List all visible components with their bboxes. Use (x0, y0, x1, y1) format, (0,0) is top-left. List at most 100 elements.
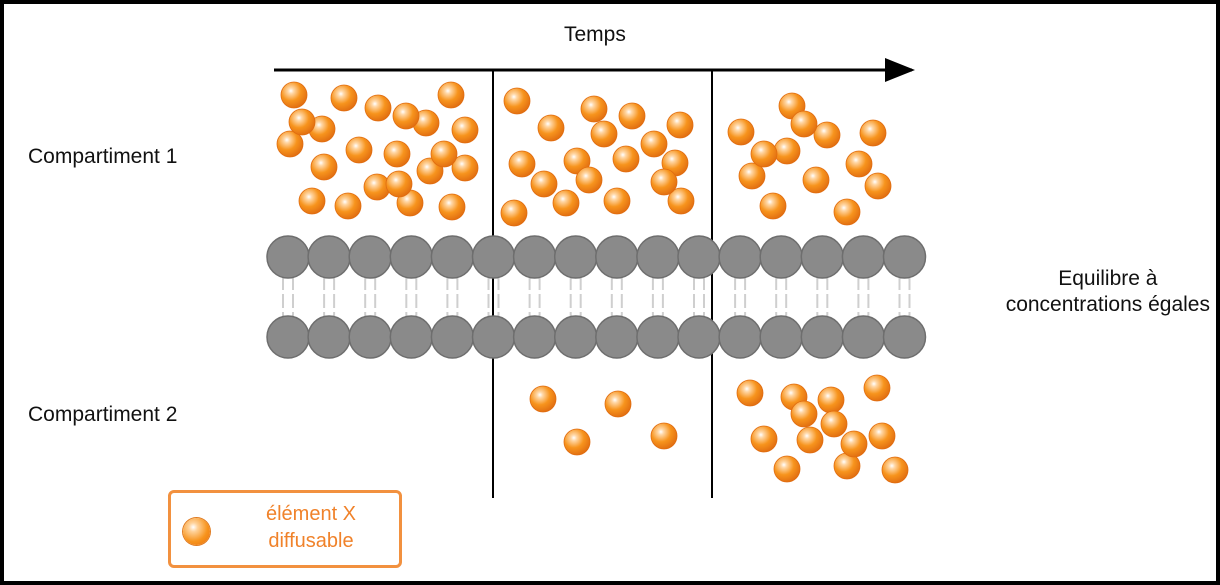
membrane-bilayer (267, 236, 926, 358)
time-label: Temps (564, 22, 626, 48)
lipid-head-upper (801, 236, 843, 278)
particle-lower (605, 391, 631, 417)
lipid-head-lower (514, 316, 556, 358)
particle-upper (814, 122, 840, 148)
lipid-head-lower (637, 316, 679, 358)
particle-upper (386, 171, 412, 197)
particle-upper (641, 131, 667, 157)
lipid-head-upper (431, 236, 473, 278)
equilibrium-line-2: concentrations égales (1006, 292, 1210, 318)
particle-lower (651, 423, 677, 449)
particle-upper (331, 85, 357, 111)
lipid-head-lower (308, 316, 350, 358)
particle-upper (501, 200, 527, 226)
lipid-head-upper (719, 236, 761, 278)
legend-box: élément X diffusable (168, 490, 402, 568)
particle-upper (860, 120, 886, 146)
particle-upper (760, 193, 786, 219)
lipid-head-lower (760, 316, 802, 358)
lipid-head-upper (760, 236, 802, 278)
particle-upper (431, 141, 457, 167)
compartment-1-label: Compartiment 1 (28, 144, 177, 170)
particle-upper (576, 167, 602, 193)
orange-sphere-icon (183, 518, 210, 545)
particle-upper (791, 111, 817, 137)
particle-upper (346, 137, 372, 163)
particle-lower (818, 387, 844, 413)
lipid-head-lower (473, 316, 515, 358)
particle-upper (803, 167, 829, 193)
diffusible-particles (277, 82, 908, 483)
lipid-head-upper (267, 236, 309, 278)
lipid-head-lower (555, 316, 597, 358)
particle-lower (751, 426, 777, 452)
particle-upper (774, 138, 800, 164)
particle-upper (865, 173, 891, 199)
particle-upper (619, 103, 645, 129)
lipid-head-upper (308, 236, 350, 278)
particle-lower (864, 375, 890, 401)
particle-upper (846, 151, 872, 177)
lipid-head-lower (267, 316, 309, 358)
particle-upper (667, 112, 693, 138)
particle-lower (797, 427, 823, 453)
particle-upper (289, 109, 315, 135)
lipid-head-upper (514, 236, 556, 278)
lipid-head-lower (596, 316, 638, 358)
legend-line-1: élément X (241, 501, 381, 528)
compartment-2-label: Compartiment 2 (28, 402, 177, 428)
lipid-head-lower (719, 316, 761, 358)
particle-upper (751, 141, 777, 167)
lipid-head-lower (431, 316, 473, 358)
lipid-head-lower (349, 316, 391, 358)
lipid-head-lower (884, 316, 926, 358)
lipid-head-upper (842, 236, 884, 278)
particle-upper (393, 103, 419, 129)
particle-lower (821, 411, 847, 437)
equilibrium-label: Equilibre à concentrations égales (1006, 266, 1210, 319)
lipid-head-upper (473, 236, 515, 278)
particle-upper (509, 151, 535, 177)
particle-upper (613, 146, 639, 172)
particle-upper (651, 169, 677, 195)
legend-line-2: diffusable (241, 528, 381, 555)
lipid-head-upper (884, 236, 926, 278)
particle-lower (841, 431, 867, 457)
particle-upper (728, 119, 754, 145)
particle-upper (365, 95, 391, 121)
particle-upper (538, 115, 564, 141)
particle-upper (311, 154, 337, 180)
particle-upper (553, 190, 579, 216)
particle-upper (384, 141, 410, 167)
lipid-head-upper (596, 236, 638, 278)
lipid-head-upper (637, 236, 679, 278)
particle-upper (438, 82, 464, 108)
particle-upper (834, 199, 860, 225)
particle-upper (452, 117, 478, 143)
particle-lower (774, 456, 800, 482)
lipid-head-upper (555, 236, 597, 278)
lipid-head-lower (842, 316, 884, 358)
lipid-head-upper (349, 236, 391, 278)
particle-lower (737, 380, 763, 406)
lipid-head-lower (678, 316, 720, 358)
lipid-head-upper (678, 236, 720, 278)
particle-upper (531, 171, 557, 197)
particle-lower (564, 429, 590, 455)
lipid-head-lower (801, 316, 843, 358)
particle-lower (791, 401, 817, 427)
particle-upper (299, 188, 325, 214)
particle-upper (281, 82, 307, 108)
particle-lower (530, 386, 556, 412)
particle-lower (869, 423, 895, 449)
particle-upper (591, 121, 617, 147)
particle-upper (581, 96, 607, 122)
legend-label: élément X diffusable (241, 501, 381, 555)
equilibrium-line-1: Equilibre à (1006, 266, 1210, 292)
particle-upper (504, 88, 530, 114)
particle-lower (882, 457, 908, 483)
particle-upper (439, 194, 465, 220)
particle-upper (335, 193, 361, 219)
lipid-head-lower (390, 316, 432, 358)
